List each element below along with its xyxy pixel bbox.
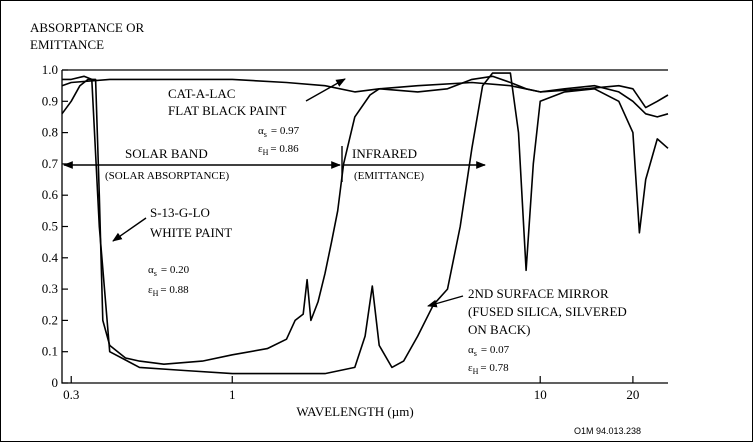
- annotation: WHITE PAINT: [150, 225, 232, 240]
- y-tick-label: 0.2: [42, 312, 58, 327]
- y-tick-label: 0.6: [42, 187, 59, 202]
- annotation: εH = 0.88: [148, 284, 189, 298]
- y-axis-label: EMITTANCE: [30, 37, 104, 52]
- footer: O1M 94.013.238: [574, 426, 641, 436]
- y-tick-label: 0.8: [42, 125, 58, 140]
- band-label: INFRARED: [352, 146, 417, 161]
- annotation: αs = 0.97: [258, 125, 300, 139]
- annotation: εH = 0.78: [468, 362, 509, 376]
- band-label: (SOLAR ABSORPTANCE): [105, 170, 229, 182]
- annotation: εH = 0.86: [258, 143, 299, 157]
- annotation: S-13-G-LO: [150, 205, 210, 220]
- band-label: SOLAR BAND: [125, 146, 208, 161]
- x-axis-label: WAVELENGTH (µm): [296, 404, 413, 419]
- x-tick-label: 10: [534, 387, 547, 402]
- arrow: [305, 78, 346, 102]
- annotation: 2ND SURFACE MIRROR: [468, 286, 609, 301]
- y-axis-label: ABSORPTANCE OR: [30, 20, 145, 35]
- annotation: FLAT BLACK PAINT: [168, 103, 287, 118]
- series-line: [61, 78, 669, 109]
- arrow: [112, 217, 147, 242]
- y-tick-label: 0.9: [42, 93, 58, 108]
- annotation: αs = 0.07: [468, 344, 510, 358]
- annotation: αs = 0.20: [148, 264, 190, 278]
- annotation: CAT-A-LAC: [168, 86, 235, 101]
- y-tick-label: 0.7: [42, 156, 59, 171]
- y-tick-label: 0.4: [42, 250, 59, 265]
- series-line: [61, 75, 669, 365]
- x-tick-label: 20: [626, 387, 639, 402]
- y-tick-label: 1.0: [42, 62, 58, 77]
- y-tick-label: 0.5: [42, 219, 58, 234]
- y-tick-label: 0.3: [42, 281, 58, 296]
- y-tick-label: 0.1: [42, 344, 58, 359]
- x-tick-label: 0.3: [63, 387, 79, 402]
- band-label: (EMITTANCE): [354, 170, 424, 182]
- y-tick-label: 0: [52, 375, 59, 390]
- annotation: ON BACK): [468, 322, 530, 337]
- annotation: (FUSED SILICA, SILVERED: [468, 304, 627, 319]
- series-line: [62, 72, 669, 375]
- x-tick-label: 1: [229, 387, 236, 402]
